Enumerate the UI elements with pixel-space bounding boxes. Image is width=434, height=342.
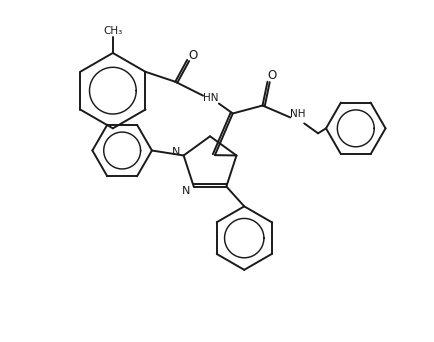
- Text: O: O: [188, 50, 198, 63]
- Text: N: N: [171, 147, 180, 158]
- Text: N: N: [181, 186, 190, 197]
- Text: HN: HN: [203, 93, 219, 103]
- Text: O: O: [268, 69, 277, 82]
- Text: NH: NH: [289, 109, 305, 119]
- Text: CH₃: CH₃: [103, 26, 122, 36]
